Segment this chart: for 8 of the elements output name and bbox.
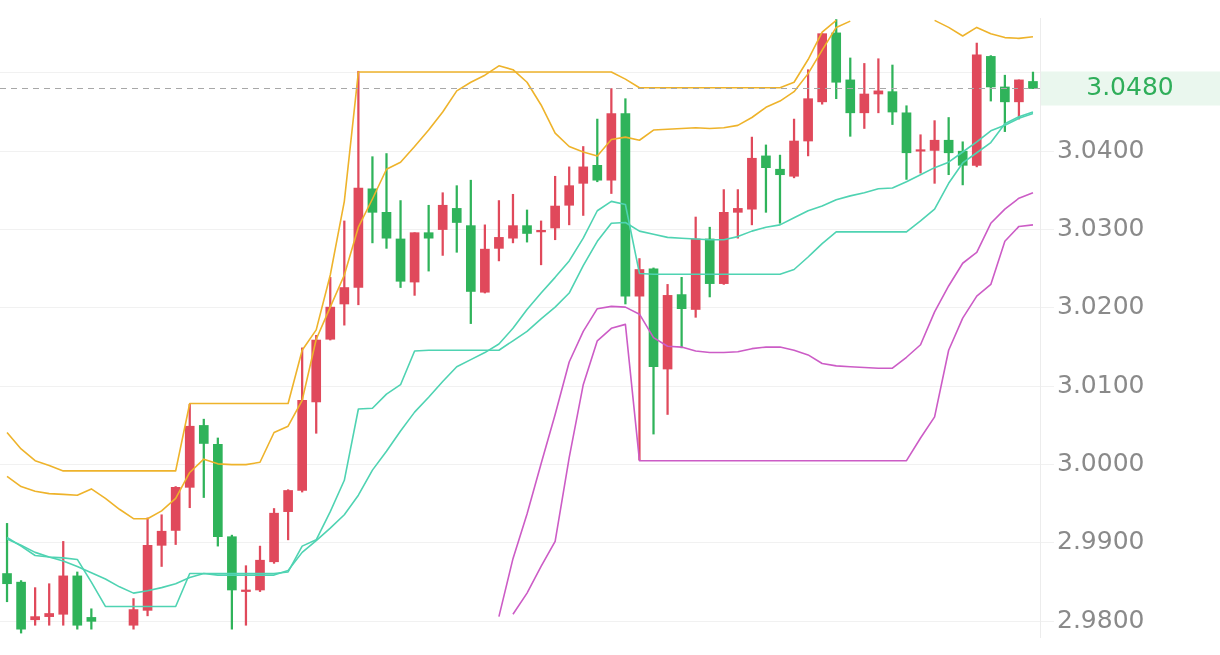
y-tick-label: 3.0200 — [1057, 291, 1145, 321]
y-tick-label: 3.0000 — [1057, 448, 1145, 478]
y-tick-label: 2.9800 — [1057, 604, 1145, 634]
y-tick-label: 3.0100 — [1057, 369, 1145, 399]
y-tick-label: 3.0400 — [1057, 134, 1145, 164]
y-tick-label: 3.0300 — [1057, 213, 1145, 243]
y-tick-label: 2.9900 — [1057, 526, 1145, 556]
ref-line-label: 3.0480 — [1086, 72, 1174, 102]
